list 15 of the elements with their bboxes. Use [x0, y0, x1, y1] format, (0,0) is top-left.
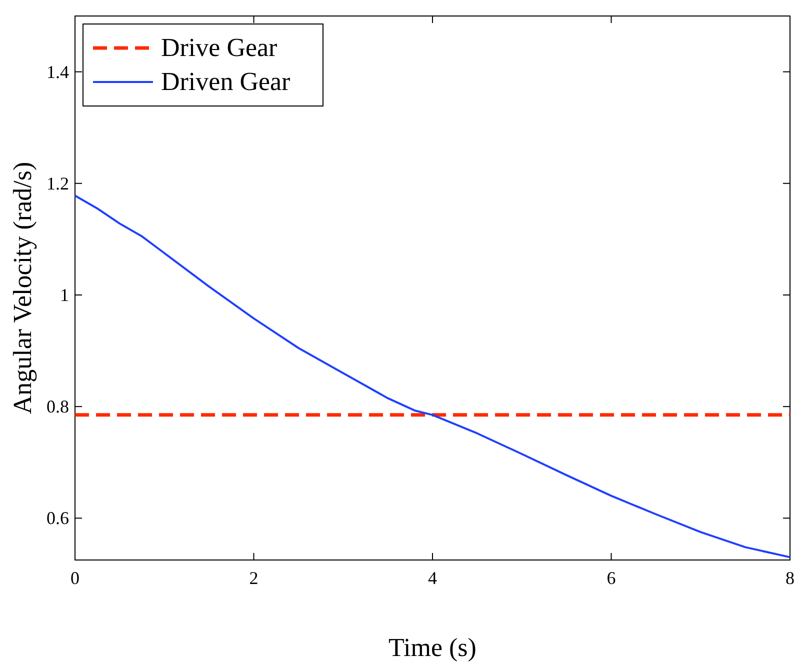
y-axis-title: Angular Velocity (rad/s) — [8, 162, 37, 414]
legend-label: Driven Gear — [161, 67, 291, 96]
y-tick-label: 0.8 — [46, 396, 69, 417]
x-tick-label: 0 — [70, 568, 80, 588]
y-tick-label: 0.6 — [46, 508, 69, 528]
x-tick-label: 4 — [428, 568, 437, 588]
x-axis-title: Time (s) — [388, 633, 476, 662]
x-tick-label: 6 — [606, 568, 616, 588]
y-tick-label: 1.4 — [46, 62, 69, 82]
y-tick-label: 1 — [60, 284, 69, 305]
x-tick-label: 8 — [786, 568, 794, 588]
x-tick-label: 2 — [249, 568, 258, 588]
legend-label: Drive Gear — [161, 33, 278, 62]
y-tick-label: 1.2 — [46, 173, 69, 194]
line-series — [74, 194, 791, 558]
